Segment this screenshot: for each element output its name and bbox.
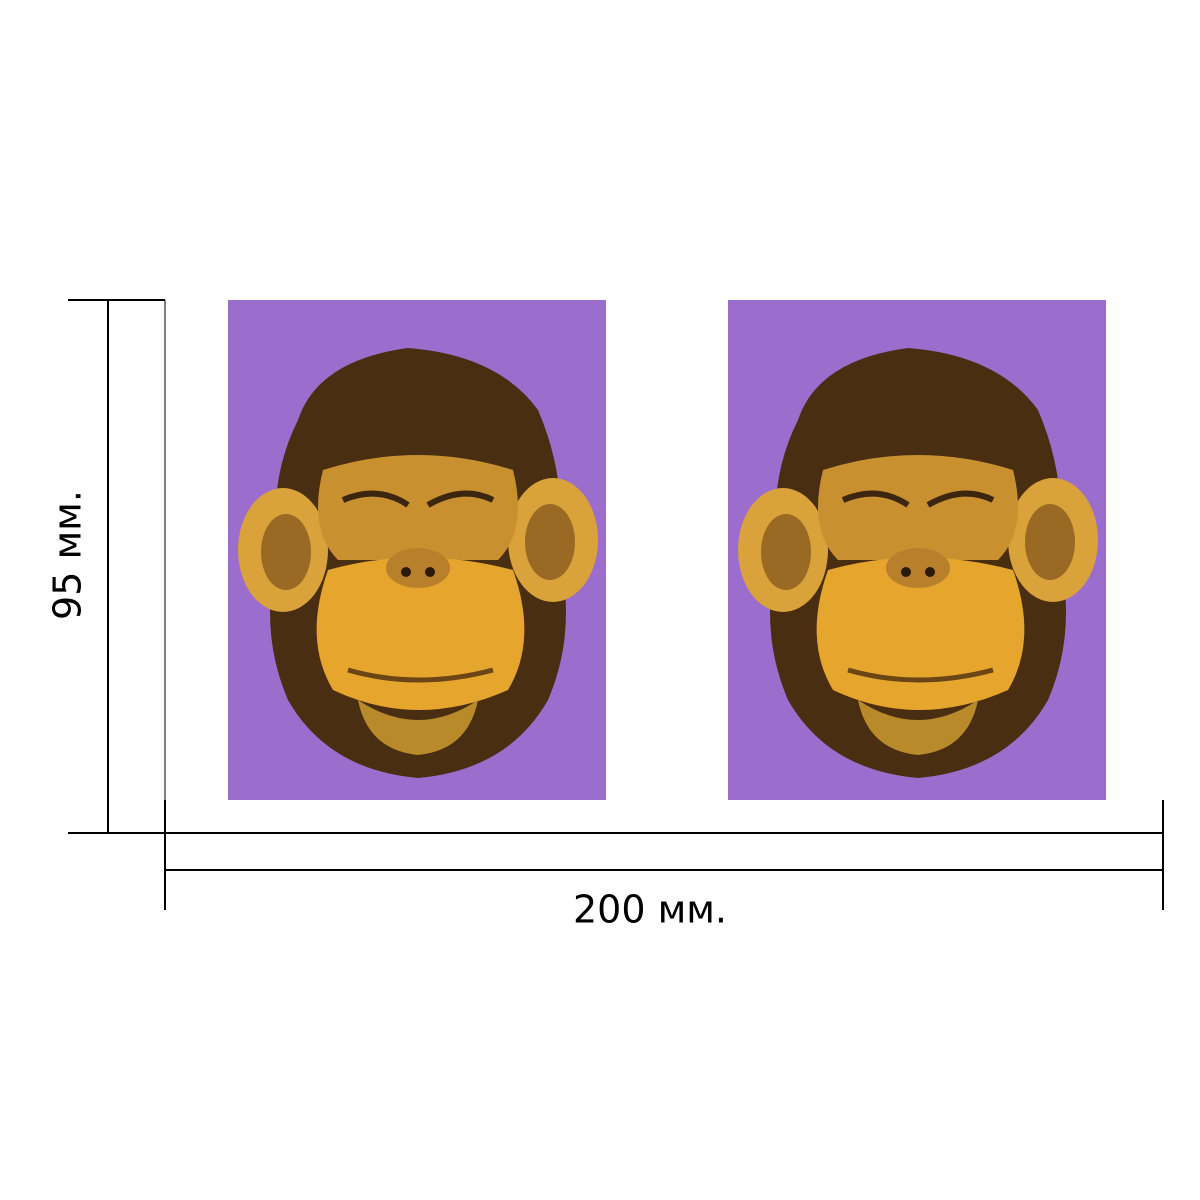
width-dimension: 200 мм. xyxy=(164,800,1164,932)
height-dimension: 95 мм. xyxy=(46,299,166,834)
print-right xyxy=(728,300,1106,800)
height-label: 95 мм. xyxy=(46,490,90,620)
print-left xyxy=(228,300,606,800)
width-label: 200 мм. xyxy=(573,888,727,932)
